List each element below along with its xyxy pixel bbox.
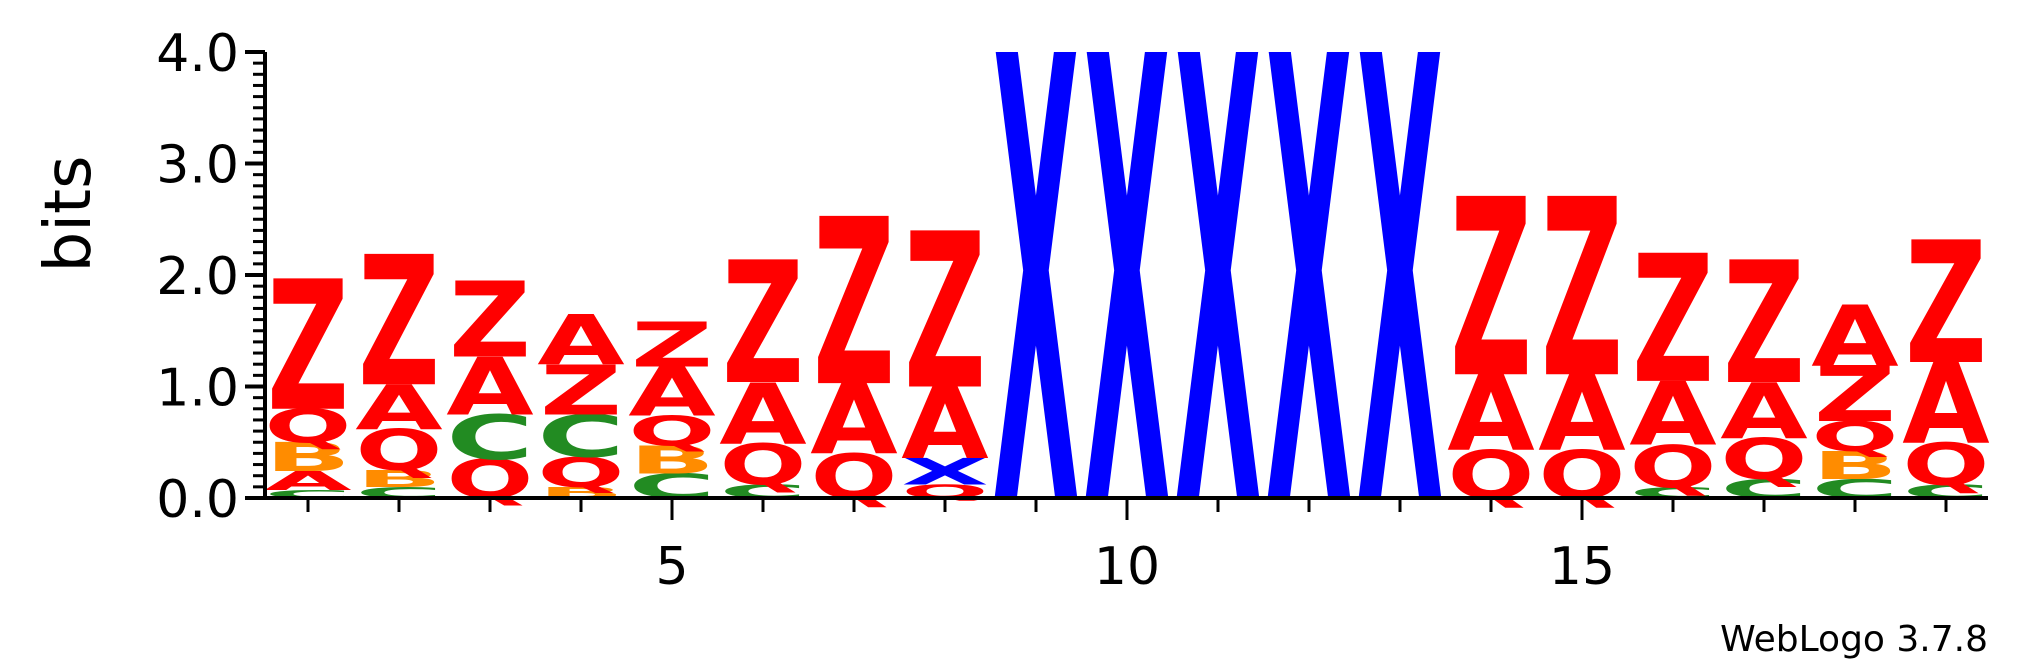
- logo-glyph-z: Z: [1541, 147, 1623, 432]
- logo-glyph-z: Z: [1905, 206, 1987, 402]
- logo-glyph-b: B: [629, 438, 715, 482]
- logo-glyph-q: Q: [1902, 431, 1989, 499]
- logo-glyph-a: A: [1538, 353, 1625, 475]
- y-axis-ticks: 0.0 1.0 2.0 3.0 4.0: [156, 24, 265, 530]
- logo-glyph-c: C: [446, 403, 533, 474]
- logo-glyph-a: A: [1902, 341, 1989, 469]
- logo-glyph-z: Z: [722, 226, 804, 422]
- logo-glyph-a: A: [264, 466, 352, 496]
- logo-glyph-a: A: [1447, 353, 1534, 475]
- logo-glyph-x: X: [1356, 0, 1443, 643]
- logo-glyph-a: A: [628, 353, 715, 431]
- logo-glyph-c: C: [537, 403, 624, 471]
- logo-glyph-q: Q: [1811, 414, 1898, 462]
- logo-glyph-a: A: [355, 373, 442, 444]
- logo-glyph-z: Z: [358, 219, 440, 427]
- x-axis: 5 10 15: [263, 496, 1988, 597]
- logo-column: QAZ: [1447, 147, 1534, 514]
- y-tick-label: 4.0: [156, 24, 239, 84]
- logo-glyph-a: A: [901, 367, 989, 481]
- y-tick-label: 1.0: [156, 359, 239, 419]
- y-axis: 0.0 1.0 2.0 3.0 4.0: [156, 24, 267, 530]
- logo-glyph-z: Z: [813, 170, 895, 438]
- logo-glyph-z: Z: [1632, 218, 1714, 423]
- logo-column: X: [992, 0, 1079, 643]
- logo-glyph-b: B: [265, 434, 351, 480]
- logo-glyph-z: Z: [1814, 350, 1896, 440]
- logo-column: X: [1083, 0, 1170, 643]
- logo-glyph-x: X: [1174, 0, 1261, 643]
- logo-column: X: [1356, 0, 1443, 643]
- logo-column: QAZ: [810, 170, 897, 512]
- logo-glyph-q: Q: [355, 417, 442, 483]
- logo-glyph-z: Z: [540, 351, 622, 431]
- x-tick-label: 10: [1094, 537, 1160, 597]
- logo-column: QAZ: [1538, 147, 1625, 514]
- logo-glyph-x: X: [1083, 0, 1170, 643]
- logo-glyph-q: Q: [537, 449, 624, 497]
- logo-glyph-a: A: [446, 341, 534, 434]
- logo-column: X: [1174, 0, 1261, 643]
- logo-glyph-a: A: [1720, 366, 1808, 456]
- logo-glyph-x: X: [1265, 0, 1352, 643]
- logo-glyph-x: X: [992, 0, 1079, 643]
- x-tick-label: 5: [655, 537, 688, 597]
- logo-column: X: [1265, 0, 1352, 643]
- logo-glyph-a: A: [1629, 363, 1716, 465]
- logo-glyph-x: X: [901, 451, 988, 494]
- logo-glyph-z: Z: [631, 311, 713, 382]
- logo-glyph-b: B: [356, 466, 442, 493]
- logo-glyph-a: A: [719, 367, 806, 464]
- x-axis-ticks: 5 10 15: [306, 498, 1948, 597]
- weblogo-version-label: WebLogo 3.7.8: [1720, 619, 1988, 660]
- logo-glyph-a: A: [810, 364, 897, 476]
- logo-glyph-a: A: [1811, 288, 1898, 385]
- y-tick-label: 0.0: [156, 470, 239, 530]
- logo-glyph-a: A: [537, 301, 624, 381]
- logo-glyph-b: B: [1812, 444, 1898, 488]
- logo-glyph-q: Q: [628, 408, 715, 456]
- logo-glyph-z: Z: [904, 189, 986, 438]
- logo-glyph-q: Q: [719, 432, 806, 498]
- y-tick-label: 3.0: [156, 136, 239, 196]
- y-axis-label: bits: [32, 156, 106, 273]
- logo-glyph-q: Q: [1629, 433, 1716, 501]
- x-tick-label: 15: [1549, 537, 1615, 597]
- logo-glyph-q: Q: [264, 399, 351, 453]
- logo-glyph-q: Q: [1720, 426, 1807, 492]
- logo-glyph-z: Z: [267, 244, 349, 452]
- logo-glyph-z: Z: [1723, 226, 1805, 422]
- logo-glyph-z: Z: [449, 260, 531, 382]
- logo-glyph-z: Z: [1450, 147, 1532, 432]
- y-tick-label: 2.0: [156, 247, 239, 307]
